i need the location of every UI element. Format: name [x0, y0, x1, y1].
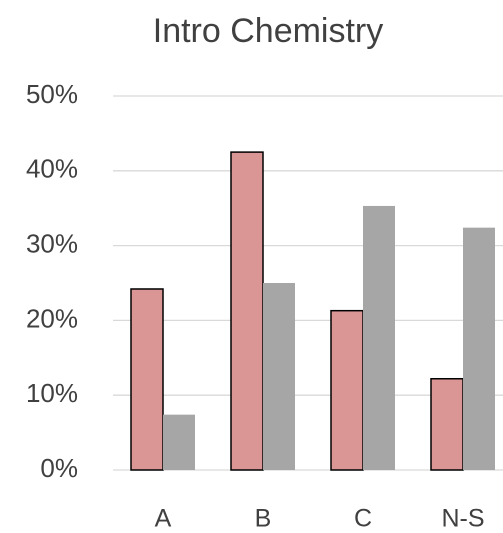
- y-tick-label: 0%: [40, 453, 78, 483]
- y-tick-label: 50%: [26, 79, 78, 109]
- bar: [163, 414, 195, 470]
- y-tick-label: 20%: [26, 303, 78, 333]
- y-tick-label: 30%: [26, 228, 78, 258]
- bar: [363, 205, 395, 470]
- chart-title: Intro Chemistry: [153, 12, 384, 50]
- x-tick-label: N-S: [441, 505, 484, 533]
- bar: [330, 309, 364, 471]
- bar: [263, 283, 295, 470]
- bar: [463, 227, 495, 470]
- x-tick-label: B: [255, 505, 272, 533]
- bar: [130, 288, 164, 471]
- x-tick-label: A: [155, 505, 172, 533]
- y-tick-label: 10%: [26, 378, 78, 408]
- bar: [230, 151, 264, 471]
- bar: [430, 377, 464, 471]
- x-tick-label: C: [354, 505, 372, 533]
- y-tick-label: 40%: [26, 154, 78, 184]
